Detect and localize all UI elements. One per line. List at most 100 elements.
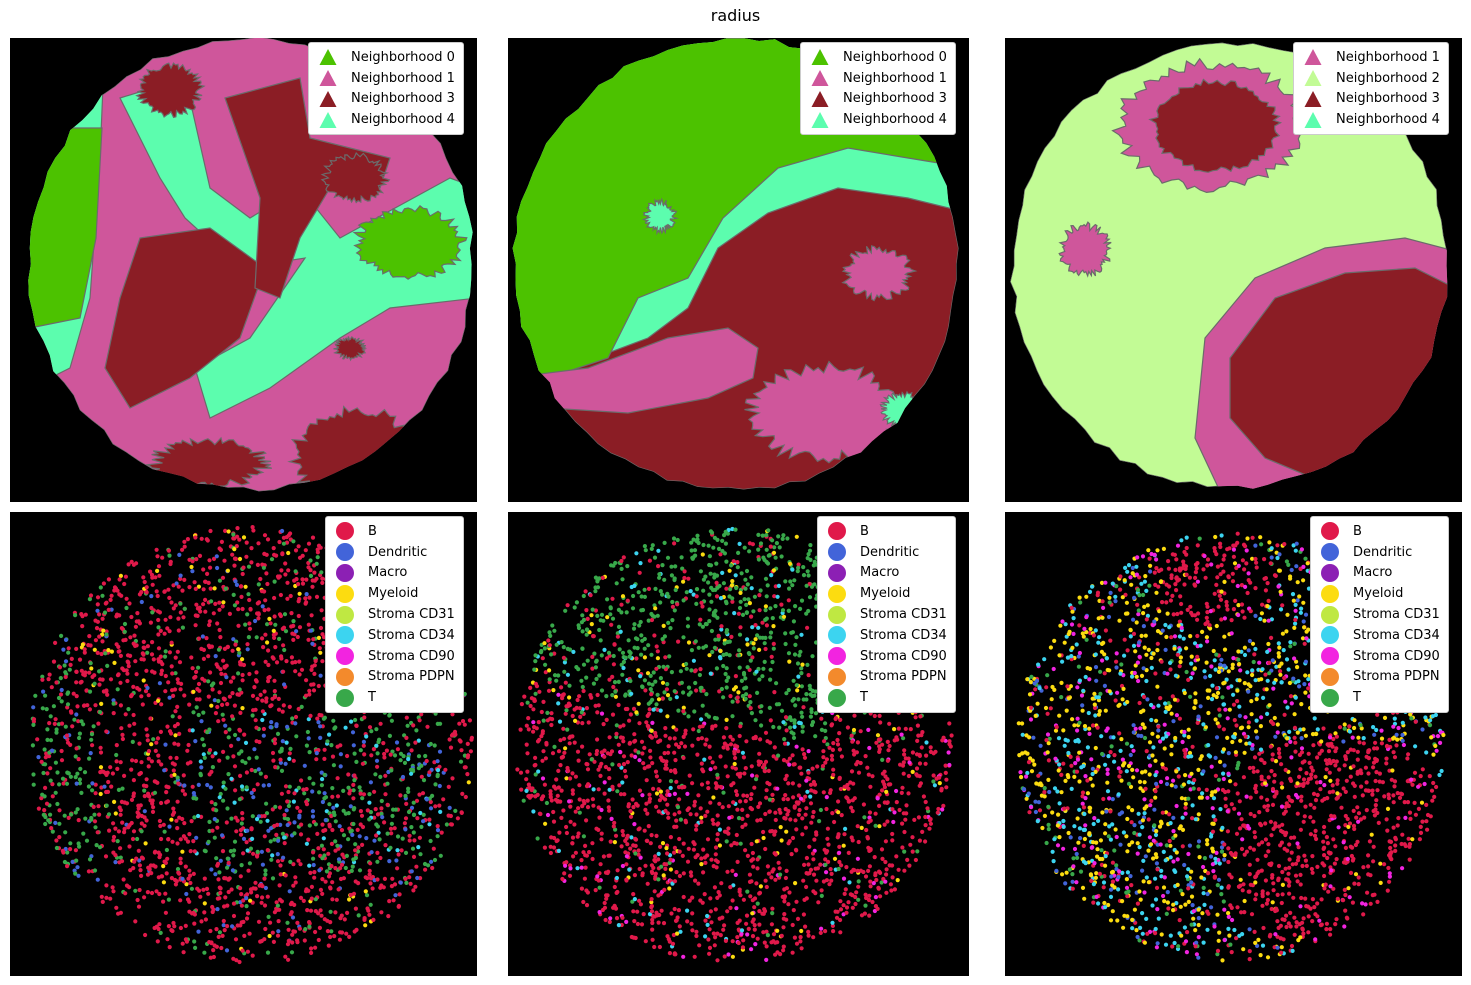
cell-point-stroma-cd34 (756, 625, 761, 630)
cell-point-t (807, 683, 812, 688)
cell-point-b (262, 876, 267, 881)
cell-point-b (92, 819, 98, 824)
cell-point-myeloid (754, 839, 759, 844)
cell-point-b (264, 696, 269, 701)
cell-point-t (106, 812, 112, 817)
cell-point-b (251, 528, 256, 533)
cell-point-b (808, 782, 814, 787)
cell-point-b (879, 847, 885, 852)
cell-point-t (250, 814, 255, 819)
cell-point-b (700, 900, 705, 905)
cell-point-t (406, 789, 411, 794)
cell-point-t (655, 692, 660, 697)
cell-point-b (217, 607, 222, 612)
cell-point-b (834, 915, 840, 920)
cell-point-b (663, 726, 668, 731)
cell-point-dendritic (306, 736, 311, 741)
cell-point-b (736, 611, 741, 616)
cell-point-dendritic (244, 896, 249, 901)
cell-point-b (824, 878, 829, 883)
cell-point-b (677, 873, 682, 879)
cell-point-t (651, 670, 656, 675)
cell-point-t (562, 669, 567, 674)
cell-point-b (738, 799, 743, 804)
cell-point-b (129, 767, 134, 772)
legend-label: Stroma CD90 (368, 648, 455, 664)
cell-point-t (63, 724, 68, 729)
cell-point-b (47, 754, 52, 759)
cell-point-b (414, 798, 420, 803)
cell-point-dendritic (200, 634, 205, 639)
cell-point-t (294, 734, 299, 739)
cell-point-b (555, 793, 560, 798)
cell-point-t (612, 680, 618, 685)
cell-point-b (408, 881, 413, 886)
cell-point-b (677, 810, 682, 815)
cell-point-b (558, 763, 563, 768)
cell-point-b (838, 930, 843, 935)
cell-point-b (525, 769, 530, 774)
cell-point-t (232, 839, 238, 844)
cell-point-b (450, 776, 455, 781)
cell-point-b (222, 558, 227, 563)
cell-point-b (604, 717, 609, 722)
cell-point-b (293, 669, 298, 674)
cell-point-b (335, 794, 341, 799)
cell-point-t (135, 836, 140, 842)
cell-point-b (254, 670, 259, 675)
legend-entry-stroma-cd34: Stroma CD34 (334, 625, 455, 646)
cell-point-b (663, 808, 668, 813)
cell-point-t (577, 810, 582, 815)
cell-point-t (697, 622, 702, 627)
cell-point-b (782, 895, 787, 900)
cell-point-t (692, 548, 698, 553)
cell-point-b (174, 755, 179, 761)
cell-point-b (557, 830, 562, 835)
cell-point-t (556, 673, 561, 678)
legend-label: T (368, 690, 376, 706)
cell-point-t (594, 659, 599, 664)
cell-point-b (781, 758, 787, 763)
cell-point-b (465, 772, 470, 777)
cell-point-stroma-cd90 (775, 786, 780, 791)
cell-point-b (769, 654, 774, 659)
cell-point-b (111, 821, 116, 826)
cell-point-b (831, 772, 836, 777)
cell-point-b (145, 644, 150, 649)
cell-point-stroma-cd34 (190, 728, 195, 733)
cell-point-b (825, 836, 830, 841)
cell-point-b (395, 747, 400, 752)
cell-point-b (278, 592, 283, 598)
cell-point-t (63, 830, 68, 835)
cell-point-b (134, 672, 139, 677)
cell-point-b (178, 687, 183, 692)
cell-point-b (60, 848, 65, 853)
cell-point-myeloid (143, 841, 148, 846)
cell-point-t (73, 810, 78, 815)
cell-point-t (599, 612, 605, 617)
cell-point-b (793, 818, 798, 823)
cell-point-b (699, 856, 704, 861)
cell-point-b (779, 602, 784, 607)
cell-point-b (314, 594, 320, 599)
cell-point-t (214, 856, 219, 861)
cell-point-t (145, 650, 150, 655)
cell-point-t (786, 687, 791, 693)
cell-point-t (285, 817, 291, 822)
cell-point-b (280, 709, 285, 714)
neighborhood-panel-2: Neighborhood 0 Neighborhood 1 Neighborhood… (508, 38, 969, 502)
cell-point-b (248, 887, 254, 892)
cell-point-b (778, 952, 783, 957)
cell-point-b (247, 671, 252, 677)
cell-point-b (145, 890, 150, 895)
cell-point-t (684, 666, 689, 671)
cell-point-b (568, 819, 573, 824)
cell-point-b (296, 613, 301, 619)
cell-point-dendritic (437, 749, 443, 754)
cell-point-b (367, 872, 372, 877)
cell-point-b (260, 895, 265, 900)
cell-point-b (270, 807, 275, 812)
cell-point-t (794, 635, 799, 640)
cell-point-stroma-cd34 (327, 732, 332, 737)
cell-point-dendritic (409, 869, 414, 874)
